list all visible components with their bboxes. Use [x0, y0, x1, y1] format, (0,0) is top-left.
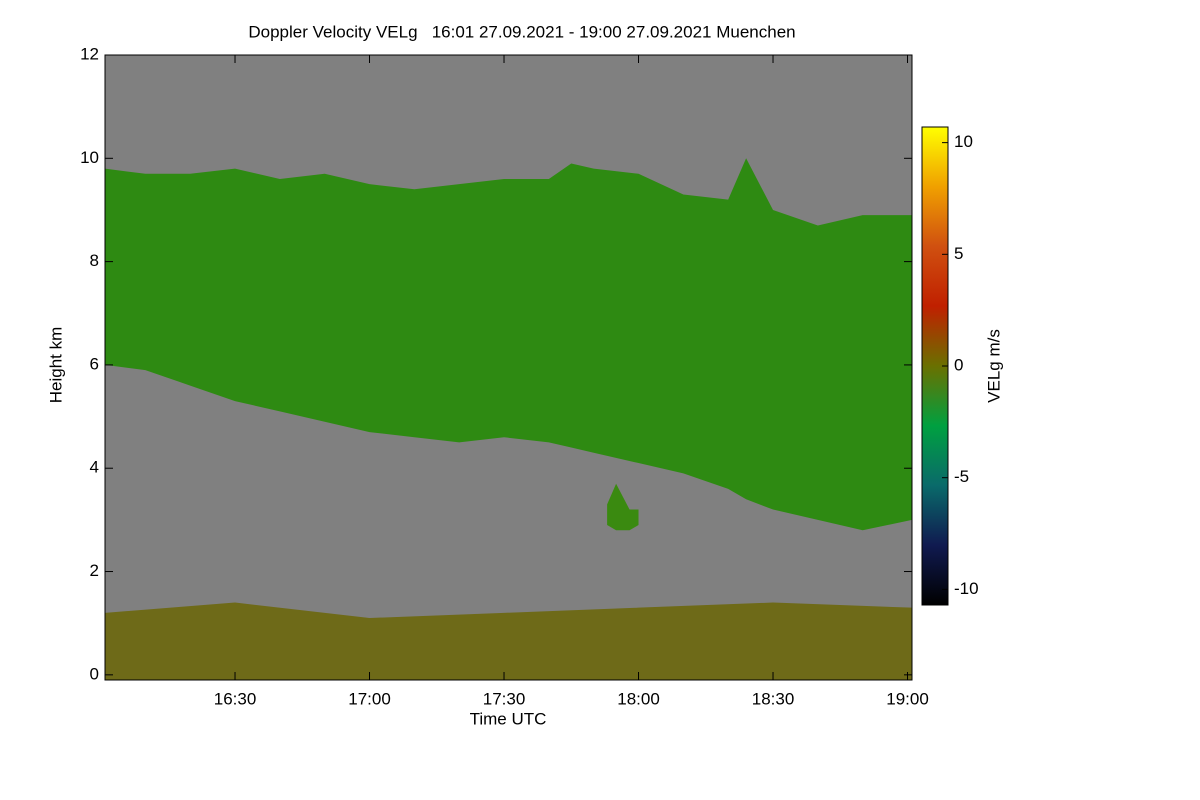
x-tick-label: 17:30 [483, 689, 526, 708]
plot-frame [104, 54, 913, 681]
echo-layer [105, 602, 912, 680]
colorbar-tick-label: 0 [954, 355, 963, 374]
x-tick-label: 19:00 [886, 689, 929, 708]
y-tick-label: 8 [90, 251, 99, 270]
x-tick-label: 18:30 [752, 689, 795, 708]
y-tick-label: 4 [90, 458, 99, 477]
echo-layer [105, 158, 912, 531]
x-tick-label: 17:00 [348, 689, 391, 708]
echo-layer [607, 483, 639, 531]
y-tick-label: 2 [90, 561, 99, 580]
x-axis-label: Time UTC [470, 709, 547, 728]
y-tick-label: 6 [90, 354, 99, 373]
x-tick-label: 16:30 [214, 689, 257, 708]
y-tick-label: 0 [90, 664, 99, 683]
x-tick-label: 18:00 [617, 689, 660, 708]
colorbar-label: VELg m/s [984, 329, 1003, 403]
y-axis-label: Height km [46, 327, 65, 404]
y-tick-label: 12 [80, 44, 99, 63]
colorbar-tick-label: -5 [954, 467, 969, 486]
colorbar-tick-label: 5 [954, 244, 963, 263]
chart-title: Doppler Velocity VELg 16:01 27.09.2021 -… [248, 22, 795, 41]
colorbar-tick-label: -10 [954, 579, 979, 598]
y-tick-label: 10 [80, 148, 99, 167]
colorbar-tick-label: 10 [954, 132, 973, 151]
